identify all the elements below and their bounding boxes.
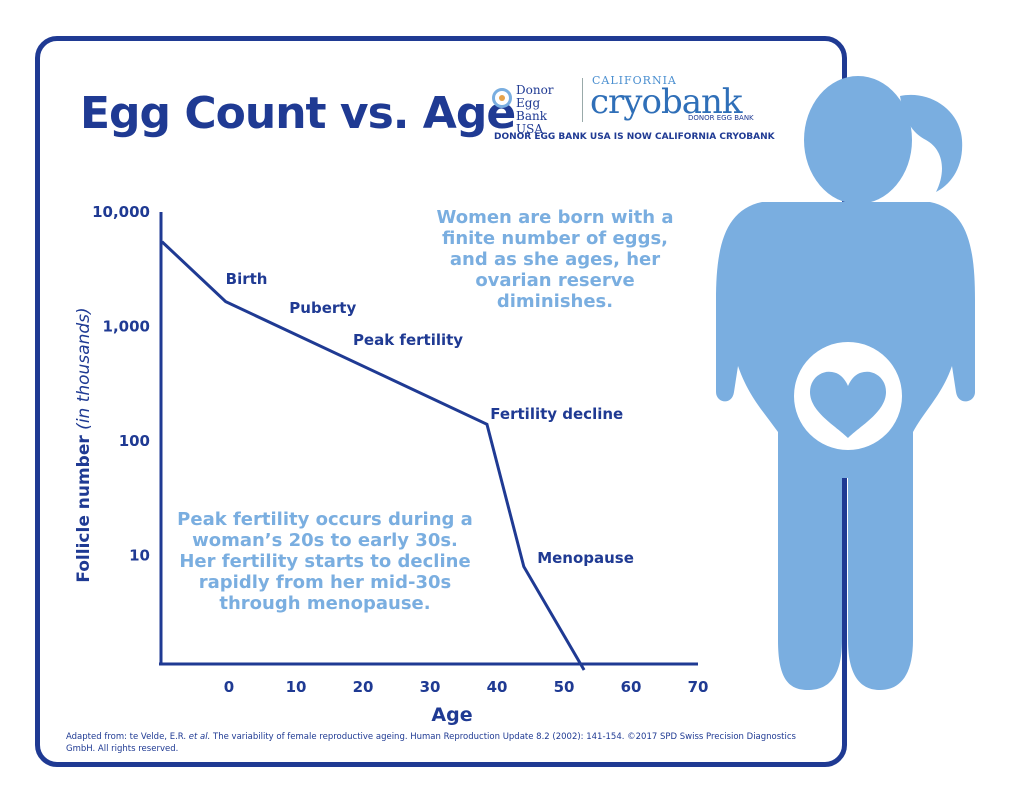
logo-tagline: DONOR EGG BANK USA IS NOW CALIFORNIA CRY… [494,132,775,142]
ponytail-shape [900,94,963,192]
note-finite-eggs: Women are born with a finite number of e… [436,207,674,312]
x-tick-label: 40 [487,678,508,696]
y-axis-label: Follicle number (in thousands) [74,307,94,582]
x-axis-label: Age [431,704,472,726]
annotation-label: Puberty [289,299,356,317]
heart-icon [810,371,886,438]
annotation-label: Menopause [537,549,634,567]
logo-divider [582,78,583,122]
egg-count-chart: 10 100 1,000 10,000 0 10 20 30 40 50 60 70 Birth Pu… [74,203,709,726]
annotation-label: Birth [226,270,268,288]
logo-left-brand: Donor Egg Bank USA [516,83,554,136]
annotation-label: Fertility decline [490,405,623,423]
note-peak-fertility: Peak fertility occurs during a woman’s 2… [177,509,473,614]
x-tick-label: 30 [420,678,441,696]
x-tick-label: 60 [621,678,642,696]
head-shape [804,76,912,204]
logo-right-top: CALIFORNIA [592,74,677,87]
y-tick-label: 10,000 [92,203,150,221]
annotation-label: Peak fertility [353,331,463,349]
logo-right-sub: DONOR EGG BANK [688,114,754,122]
citation-prefix: Adapted from: te Velde, E.R. [66,732,189,742]
brand-logo: Donor Egg Bank USA CALIFORNIA cryobank D… [488,72,775,146]
page-title: Egg Count vs. Age [80,88,516,139]
x-tick-label: 20 [353,678,374,696]
y-tick-label: 100 [119,432,150,450]
x-tick-label: 10 [286,678,307,696]
x-tick-label: 50 [554,678,575,696]
citation-footer: Adapted from: te Velde, E.R. et al. The … [66,731,826,755]
citation-rest: The variability of female reproductive a… [66,732,796,754]
citation-etal: et al. [188,732,211,742]
logo-right-main: cryobank [590,82,743,122]
y-tick-label: 10 [129,547,150,565]
x-tick-label: 70 [688,678,709,696]
x-tick-label: 0 [224,678,234,696]
follicle-series-line [160,240,586,671]
y-axis-label-suffix: (in thousands) [74,307,94,429]
egg-drop-icon [492,88,512,108]
y-tick-label: 1,000 [103,318,150,336]
y-axis-label-main: Follicle number [74,435,94,583]
